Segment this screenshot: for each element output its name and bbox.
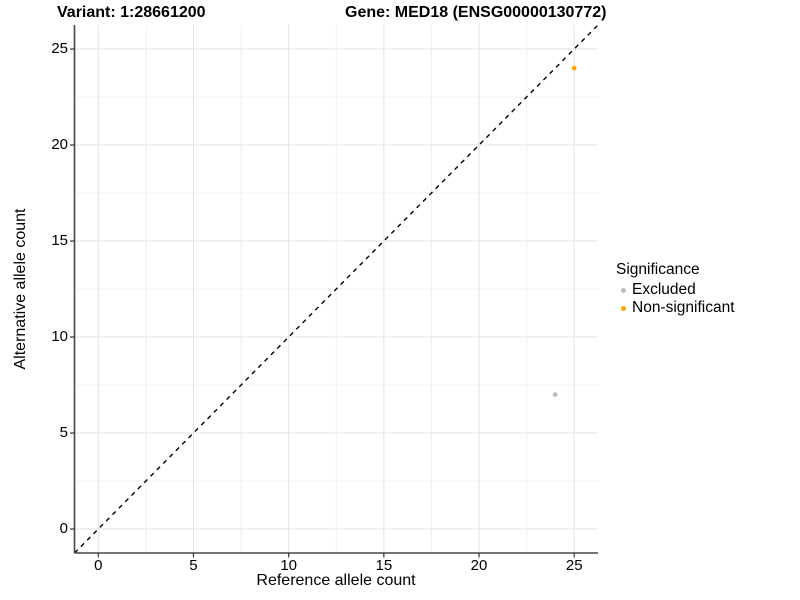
identity-line: [74, 24, 599, 554]
y-tick-label: 25: [51, 40, 68, 58]
x-tick-label: 10: [280, 557, 297, 574]
y-tick-label: 5: [59, 424, 68, 442]
non-significant-dot-icon: [621, 305, 626, 311]
legend-item-label: Excluded: [632, 281, 696, 298]
x-tick-label: 5: [189, 557, 198, 574]
y-tick-label: 10: [51, 328, 68, 346]
x-axis-title: Reference allele count: [256, 572, 416, 589]
variant-title: Variant: 1:28661200: [57, 4, 206, 21]
legend-item-label: Non-significant: [632, 299, 735, 316]
y-tick-label: 15: [51, 232, 68, 250]
legend-item-excluded: Excluded: [616, 281, 735, 299]
y-tick-label: 0: [59, 520, 68, 538]
legend: Significance Excluded Non-significant: [616, 261, 735, 317]
y-tick-label: 20: [51, 136, 68, 154]
excluded-dot-icon: [621, 287, 626, 293]
x-tick-label: 20: [470, 557, 488, 574]
data-point-excluded: [552, 392, 558, 397]
legend-item-non-significant: Non-significant: [616, 299, 735, 317]
x-tick-label: 15: [375, 557, 393, 574]
gene-title: Gene: MED18 (ENSG00000130772): [345, 4, 607, 21]
data-point-non-significant: [571, 65, 577, 71]
x-tick-label: 25: [565, 557, 583, 574]
legend-title: Significance: [616, 261, 700, 278]
x-tick-label: 0: [94, 557, 103, 574]
